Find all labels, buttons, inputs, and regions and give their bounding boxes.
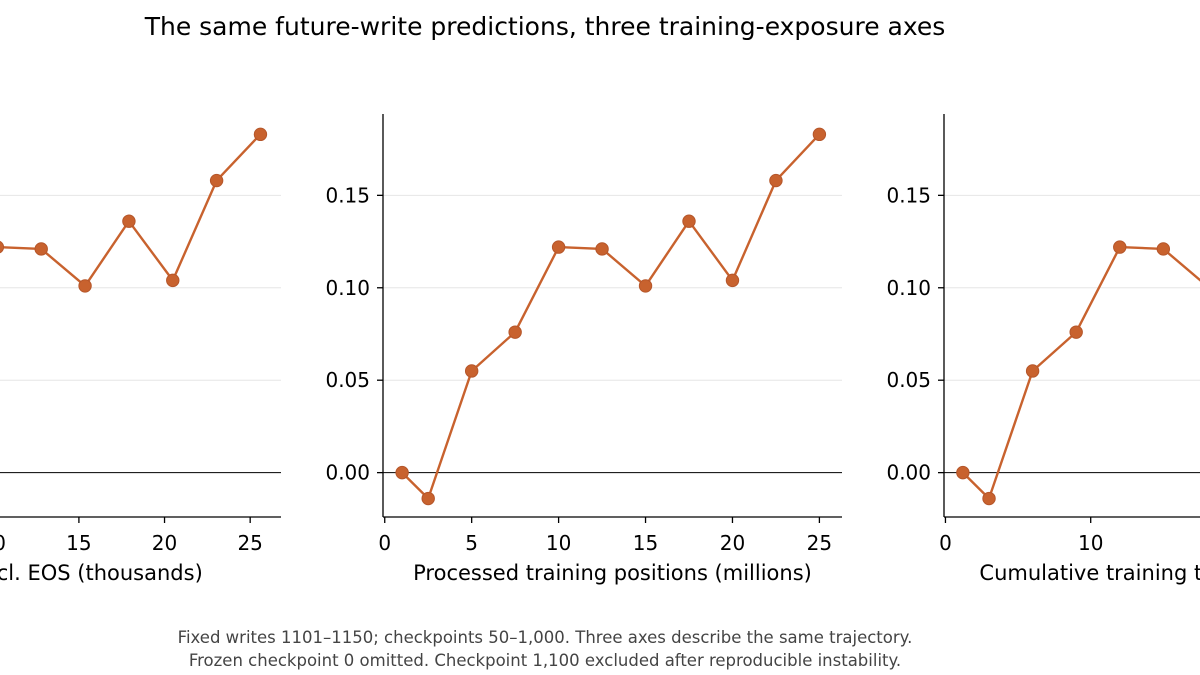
panel-2-data-point-7	[682, 214, 696, 228]
chart-panels: 0.00 0.05 0.10 0.15 0 5 10 15 20 25 Tokens incl. E…	[0, 114, 1200, 585]
panel-3-data-point-5	[1156, 242, 1171, 256]
panel-2-x-tick-label-2: 10	[546, 531, 571, 555]
panel-3-data-point-2	[1025, 364, 1040, 378]
panel-1-x-tick-label-2: 10	[0, 531, 6, 555]
panel-2-data-point-5	[595, 242, 609, 256]
panel-2-y-tick-label-2: 0.10	[325, 276, 370, 300]
panel-2-data-point-0	[395, 465, 409, 480]
panel-1-data-point-10	[253, 127, 268, 142]
panel-2-y-tick-label-0: 0.00	[325, 461, 370, 485]
panel-2-y-tick-label-1: 0.05	[325, 368, 370, 392]
figure-title: The same future-write predictions, three…	[144, 12, 946, 41]
panel-1-data-point-8	[166, 273, 180, 288]
panel-3-series-line	[962, 245, 1200, 500]
panel-3-y-tick-label-2: 0.10	[886, 276, 931, 300]
panel-3-data-point-4	[1113, 240, 1127, 254]
caption-line-1: Fixed writes 1101–1150; checkpoints 50–1…	[178, 628, 913, 647]
panel-3-y-tick-label-0: 0.00	[886, 461, 931, 485]
panel-1-x-tick-label-3: 15	[66, 531, 91, 555]
panel-2: 0.00 0.05 0.10 0.15 0 5 10 15 20 25 Processed trai…	[325, 114, 842, 585]
panel-1-x-axis-label: Tokens incl. EOS (thousands)	[0, 561, 203, 585]
panel-3-data-point-1	[982, 491, 996, 506]
panel-2-x-tick-label-5: 25	[807, 531, 832, 555]
panel-3-x-axis-label: Cumulative training tokens (millions)	[979, 561, 1200, 585]
panel-3-data-point-0	[956, 465, 970, 480]
panel-2-data-point-3	[508, 325, 522, 339]
panel-2-x-tick-label-3: 15	[633, 531, 658, 555]
caption-line-2: Frozen checkpoint 0 omitted. Checkpoint …	[189, 651, 901, 670]
panel-1-data-point-7	[122, 214, 136, 228]
panel-2-y-tick-label-3: 0.15	[325, 183, 370, 207]
panel-1-data-point-4	[0, 240, 5, 254]
panel-2-x-tick-label-0: 0	[378, 531, 391, 555]
panel-3-x-tick-label-0: 0	[939, 531, 952, 555]
panel-2-x-tick-label-4: 20	[720, 531, 745, 555]
panel-2-data-point-10	[812, 127, 827, 142]
panel-1-series-line	[0, 133, 262, 288]
panel-1-x-tick-label-5: 25	[237, 531, 262, 555]
panel-1-data-point-5	[34, 242, 48, 256]
panel-2-data-point-8	[725, 273, 740, 288]
panel-1-data-point-6	[78, 279, 92, 293]
panel-1-x-tick-label-4: 20	[152, 531, 177, 555]
panel-2-series-line	[401, 133, 821, 500]
panel-2-data-point-2	[464, 364, 479, 378]
panel-3-x-tick-label-1: 10	[1078, 531, 1103, 555]
panel-3-y-tick-label-3: 0.15	[886, 183, 931, 207]
panel-2-x-tick-label-1: 5	[465, 531, 478, 555]
panel-1: 0.000.050.100.150510152025Tokens incl. E…	[0, 127, 281, 585]
panel-2-data-point-6	[638, 279, 653, 293]
panel-2-data-point-1	[421, 491, 435, 506]
panel-3: 0.000.050.100.150102030Cumulative traini…	[886, 114, 1200, 585]
panel-3-y-tick-label-1: 0.05	[886, 368, 931, 392]
panel-2-data-point-4	[551, 240, 566, 254]
panel-2-data-point-9	[769, 173, 783, 188]
panel-3-data-point-3	[1069, 325, 1083, 339]
panel-2-x-axis-label: Processed training positions (millions)	[413, 561, 812, 585]
panel-1-data-point-9	[209, 173, 224, 188]
